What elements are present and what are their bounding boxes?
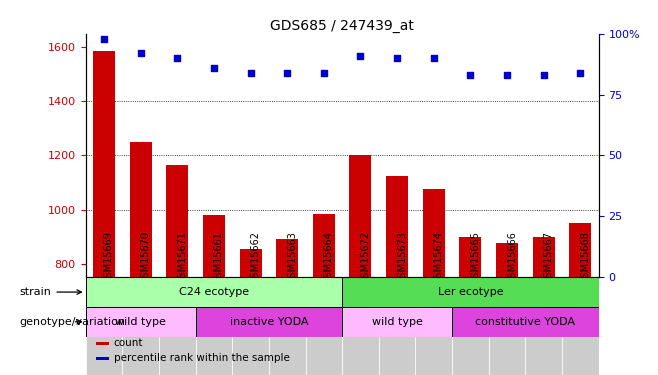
Text: count: count [114,339,143,348]
Bar [86,307,195,337]
Bar [533,237,555,375]
Point [209,65,219,71]
Bar [240,249,261,375]
Point [172,55,182,61]
Point [245,70,256,76]
Point [318,70,329,76]
Bar [96,357,109,360]
Text: C24 ecotype: C24 ecotype [179,287,249,297]
Bar [166,165,188,375]
Bar [313,214,335,375]
Point [136,50,146,56]
Bar [342,277,599,307]
Bar [423,189,445,375]
Point [538,72,549,78]
Bar [195,307,342,337]
Text: inactive YODA: inactive YODA [230,317,308,327]
Point [465,72,476,78]
Bar [452,307,599,337]
Bar [96,342,109,345]
Bar [276,239,298,375]
Bar [496,243,518,375]
Text: wild type: wild type [372,317,422,327]
Bar [459,237,482,375]
Point [99,36,109,42]
Point [428,55,439,61]
Bar [93,51,115,375]
Text: genotype/variation: genotype/variation [20,317,126,327]
Bar [342,307,452,337]
Point [392,55,403,61]
Text: Ler ecotype: Ler ecotype [438,287,503,297]
Title: GDS685 / 247439_at: GDS685 / 247439_at [270,19,414,33]
Bar [349,156,372,375]
Bar [130,142,151,375]
Bar [386,176,408,375]
Text: wild type: wild type [115,317,166,327]
Text: constitutive YODA: constitutive YODA [476,317,576,327]
Bar [569,223,592,375]
Bar [203,215,225,375]
Point [502,72,513,78]
Point [355,53,366,58]
Point [282,70,292,76]
Bar [86,277,342,307]
Text: strain: strain [20,287,82,297]
Text: percentile rank within the sample: percentile rank within the sample [114,353,290,363]
Point [575,70,586,76]
